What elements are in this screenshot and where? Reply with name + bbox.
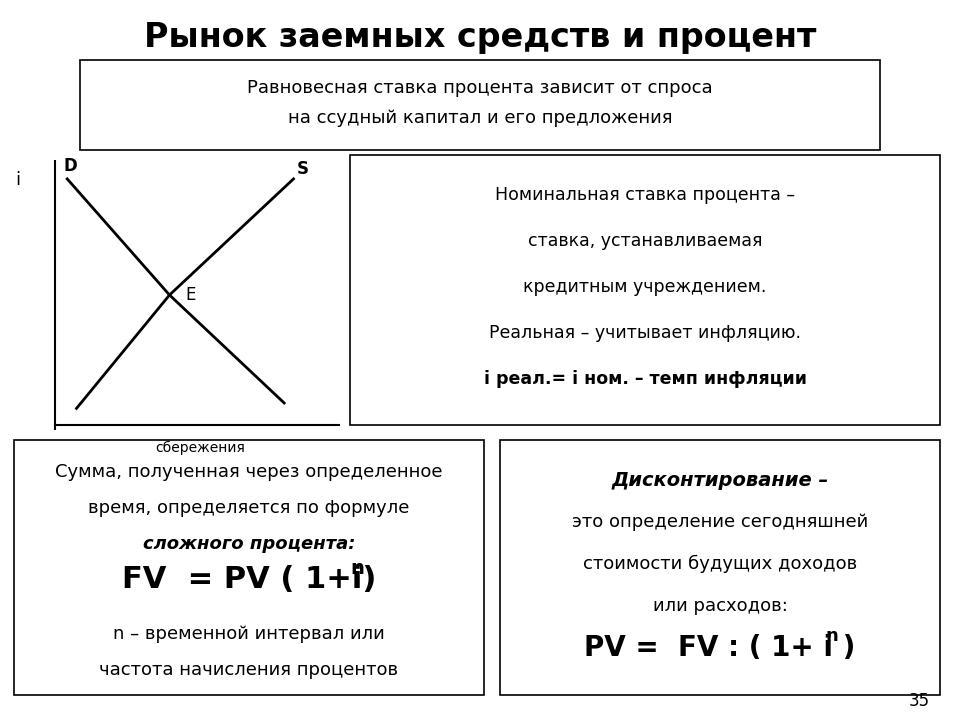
Text: n: n — [826, 627, 838, 645]
Text: n – временной интервал или: n – временной интервал или — [113, 625, 385, 643]
Text: это определение сегодняшней: это определение сегодняшней — [572, 513, 868, 531]
Text: Равновесная ставка процента зависит от спроса: Равновесная ставка процента зависит от с… — [247, 79, 713, 97]
Text: стоимости будущих доходов: стоимости будущих доходов — [583, 555, 857, 573]
Text: на ссудный капитал и его предложения: на ссудный капитал и его предложения — [288, 109, 672, 127]
Text: Рынок заемных средств и процент: Рынок заемных средств и процент — [144, 22, 816, 55]
Text: Сумма, полученная через определенное: Сумма, полученная через определенное — [56, 463, 443, 481]
Bar — [500, 440, 940, 695]
Text: n: n — [350, 559, 364, 577]
Text: частота начисления процентов: частота начисления процентов — [100, 661, 398, 679]
Text: или расходов:: или расходов: — [653, 597, 787, 615]
Text: S: S — [297, 160, 309, 178]
Text: PV =  FV : ( 1+ i ): PV = FV : ( 1+ i ) — [585, 634, 855, 662]
Text: время, определяется по формуле: время, определяется по формуле — [88, 499, 410, 517]
Text: Реальная – учитывает инфляцию.: Реальная – учитывает инфляцию. — [489, 324, 801, 342]
Text: Дисконтирование –: Дисконтирование – — [612, 470, 828, 490]
Text: 35: 35 — [909, 692, 930, 710]
Bar — [350, 155, 940, 425]
Text: i: i — [15, 171, 20, 189]
Text: i реал.= i ном. – темп инфляции: i реал.= i ном. – темп инфляции — [484, 370, 806, 388]
Text: ставка, устанавливаемая: ставка, устанавливаемая — [528, 232, 762, 250]
Bar — [80, 60, 880, 150]
Bar — [14, 440, 484, 695]
Text: сложного процента:: сложного процента: — [143, 535, 355, 553]
Text: FV  = PV ( 1+i): FV = PV ( 1+i) — [122, 565, 376, 595]
Text: кредитным учреждением.: кредитным учреждением. — [523, 278, 767, 296]
Text: сбережения: сбережения — [156, 441, 246, 454]
Text: D: D — [63, 157, 77, 175]
Text: Номинальная ставка процента –: Номинальная ставка процента – — [495, 186, 795, 204]
Text: E: E — [185, 287, 196, 305]
